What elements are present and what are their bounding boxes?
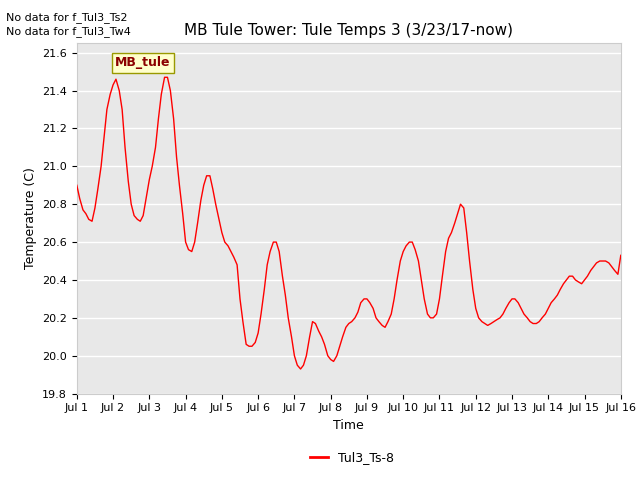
Legend: Tul3_Ts-8: Tul3_Ts-8 [305, 446, 399, 469]
Text: No data for f_Tul3_Ts2: No data for f_Tul3_Ts2 [6, 12, 128, 23]
Title: MB Tule Tower: Tule Temps 3 (3/23/17-now): MB Tule Tower: Tule Temps 3 (3/23/17-now… [184, 23, 513, 38]
X-axis label: Time: Time [333, 419, 364, 432]
Text: MB_tule: MB_tule [115, 57, 170, 70]
Text: No data for f_Tul3_Tw4: No data for f_Tul3_Tw4 [6, 26, 131, 37]
Y-axis label: Temperature (C): Temperature (C) [24, 168, 36, 269]
